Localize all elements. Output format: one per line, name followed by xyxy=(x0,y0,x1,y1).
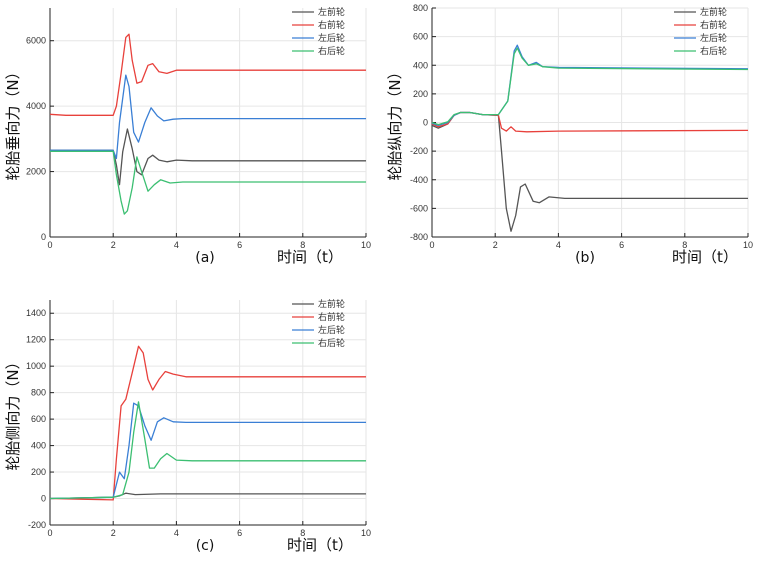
chart0-series-2-line xyxy=(50,74,366,160)
chart2-series-3-line xyxy=(49,401,366,500)
chart2-xtick-label-1: 2 xyxy=(111,528,116,538)
chart2-ytick-label-2: 200 xyxy=(31,467,46,477)
chart2-ytick-label-0: -200 xyxy=(28,520,46,530)
chart2-ytick-label-5: 800 xyxy=(31,388,46,398)
chart2-ylabel: 轮胎侧向力（N） xyxy=(4,354,22,470)
chart1-legend-label-2: 左后轮 xyxy=(700,32,727,44)
chart0-xtick-label-1: 2 xyxy=(111,240,116,250)
chart0-series-0-line xyxy=(50,128,366,186)
chart1-xtick-label-4: 8 xyxy=(682,240,687,250)
chart1-xtick-label-5: 10 xyxy=(743,240,753,250)
chart2-ytick-label-1: 0 xyxy=(41,494,46,504)
chart2-xlabel: 时间（t） xyxy=(287,536,353,554)
chart1-ytick-label-6: 400 xyxy=(413,60,428,70)
chart1-ytick-label-1: -600 xyxy=(410,203,428,213)
chart2-legend-label-2: 左后轮 xyxy=(318,324,345,336)
chart1-ytick-label-4: 0 xyxy=(423,118,428,128)
chart0-ytick-label-3: 6000 xyxy=(26,36,46,46)
chart1-xtick-label-2: 4 xyxy=(556,240,561,250)
chart1-ytick-label-0: -800 xyxy=(410,232,428,242)
chart0-ytick-label-1: 2000 xyxy=(26,167,46,177)
chart2-xtick-label-4: 8 xyxy=(300,528,305,538)
chart2-ytick-label-7: 1200 xyxy=(26,335,46,345)
chart0-legend-label-0: 左前轮 xyxy=(318,6,345,18)
chart1-ytick-label-2: -400 xyxy=(410,175,428,185)
chart1-series-2-line xyxy=(431,44,749,127)
chart0-legend-label-1: 右前轮 xyxy=(318,19,345,31)
chart2-ytick-label-6: 1000 xyxy=(26,361,46,371)
chart0-xtick-label-0: 0 xyxy=(47,240,52,250)
chart1-ytick-label-8: 800 xyxy=(413,3,428,13)
chart1-xtick-label-0: 0 xyxy=(429,240,434,250)
chart0-ytick-label-2: 4000 xyxy=(26,101,46,111)
chart0-xtick-label-5: 10 xyxy=(361,240,371,250)
chart0-xlabel: 时间（t） xyxy=(277,248,343,266)
chart2-legend-label-1: 右前轮 xyxy=(318,311,345,323)
chart2-series-1-line xyxy=(49,345,366,501)
chart0-legend-label-3: 右后轮 xyxy=(318,45,345,57)
chart1-panel-label: (b) xyxy=(575,250,595,266)
chart1-xlabel: 时间（t） xyxy=(672,248,738,266)
chart1-ytick-label-5: 200 xyxy=(413,89,428,99)
chart2-ytick-label-4: 600 xyxy=(31,414,46,424)
chart2-legend-label-3: 右后轮 xyxy=(318,337,345,349)
chart2-xtick-label-5: 10 xyxy=(361,528,371,538)
chart1-legend-label-0: 左前轮 xyxy=(700,6,727,18)
chart0-xtick-label-4: 8 xyxy=(300,240,305,250)
chart1-series-3-line xyxy=(431,47,749,126)
chart1-xtick-label-3: 6 xyxy=(619,240,624,250)
chart2-ytick-label-3: 400 xyxy=(31,441,46,451)
chart2-xtick-label-2: 4 xyxy=(174,528,179,538)
chart0-series-1-line xyxy=(49,33,366,116)
chart1-legend-label-1: 右前轮 xyxy=(700,19,727,31)
chart1-legend-label-3: 右后轮 xyxy=(700,45,727,57)
chart2-ytick-label-8: 1400 xyxy=(26,308,46,318)
chart1-ytick-label-7: 600 xyxy=(413,32,428,42)
chart2-series-2-line xyxy=(49,402,366,500)
chart0-ylabel: 轮胎垂向力（N） xyxy=(4,64,22,180)
chart2-legend-label-0: 左前轮 xyxy=(318,298,345,310)
chart1-ylabel: 轮胎纵向力（N） xyxy=(386,64,404,180)
chart1-ytick-label-3: -200 xyxy=(410,146,428,156)
chart1-xtick-label-1: 2 xyxy=(493,240,498,250)
chart0-panel-label: (a) xyxy=(195,250,215,266)
chart0-xtick-label-2: 4 xyxy=(174,240,179,250)
chart0-ytick-label-0: 0 xyxy=(41,232,46,242)
chart0-series-3-line xyxy=(50,150,366,215)
chart2-xtick-label-0: 0 xyxy=(47,528,52,538)
chart0-xtick-label-3: 6 xyxy=(237,240,242,250)
chart2-xtick-label-3: 6 xyxy=(237,528,242,538)
chart2-panel-label: (c) xyxy=(196,538,215,554)
chart0-legend-label-2: 左后轮 xyxy=(318,32,345,44)
